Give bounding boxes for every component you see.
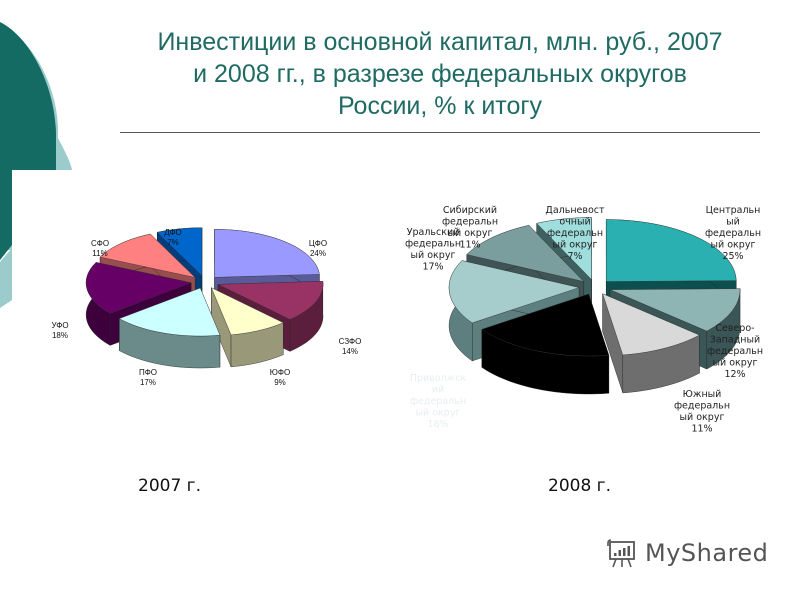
year-label-2007: 2007 г. bbox=[138, 476, 202, 496]
slice-label: Сибирский федеральн ый округ 11% bbox=[442, 205, 498, 251]
decorative-shape bbox=[0, 22, 72, 308]
slice-label: Южный федеральн ый округ 11% bbox=[674, 389, 730, 435]
slice-label: Северо-Западный федеральн ый округ 12% bbox=[707, 323, 763, 380]
title-line: России, % к итогу bbox=[337, 92, 543, 120]
pie-chart-2007: ЦФО 24% СЗФО 14% ЮФО 9% ПФО 17% УФО 18% СФО 11% ДФО 7… bbox=[51, 227, 362, 387]
slice-label: Центральн ый федеральн ый округ 25% bbox=[705, 205, 761, 262]
pie-chart-2008: Центральн ый федеральн ый округ 25% Северо-За… bbox=[405, 205, 763, 435]
presentation-board-icon bbox=[607, 539, 635, 568]
pie-slice bbox=[210, 287, 284, 368]
title-line: Инвестиции в основной капитал, млн. руб.… bbox=[157, 28, 723, 56]
slice-label: ЦФО 24% bbox=[309, 239, 327, 258]
pie-slice bbox=[602, 293, 700, 394]
slice-label: ЮФО 9% bbox=[270, 368, 290, 387]
slice-label: Дальневост очный федеральн ый округ 7% bbox=[545, 205, 605, 262]
slice-label: УФО 18% bbox=[51, 321, 68, 340]
watermark-text: MyShared bbox=[645, 539, 769, 567]
slice-label: СЗФО 14% bbox=[339, 337, 362, 356]
pie-slice bbox=[118, 287, 221, 369]
slice-label: ДФО 7% bbox=[164, 228, 182, 247]
title-divider bbox=[120, 132, 760, 133]
year-label-2008: 2008 г. bbox=[548, 476, 612, 496]
slice-label: СФО 11% bbox=[91, 239, 109, 258]
myshared-logo: MyShared bbox=[605, 535, 768, 571]
slice-label: Приволжск ий федеральн ый округ 18% bbox=[410, 373, 467, 430]
pie-slice bbox=[481, 293, 610, 395]
slice-label: ПФО 17% bbox=[139, 368, 157, 387]
slice-label: Уральский федеральн ый округ 17% bbox=[405, 227, 461, 273]
slide-title: Инвестиции в основной капитал, млн. руб.… bbox=[120, 26, 760, 122]
title-line: и 2008 гг., в разрезе федеральных округо… bbox=[193, 60, 687, 88]
